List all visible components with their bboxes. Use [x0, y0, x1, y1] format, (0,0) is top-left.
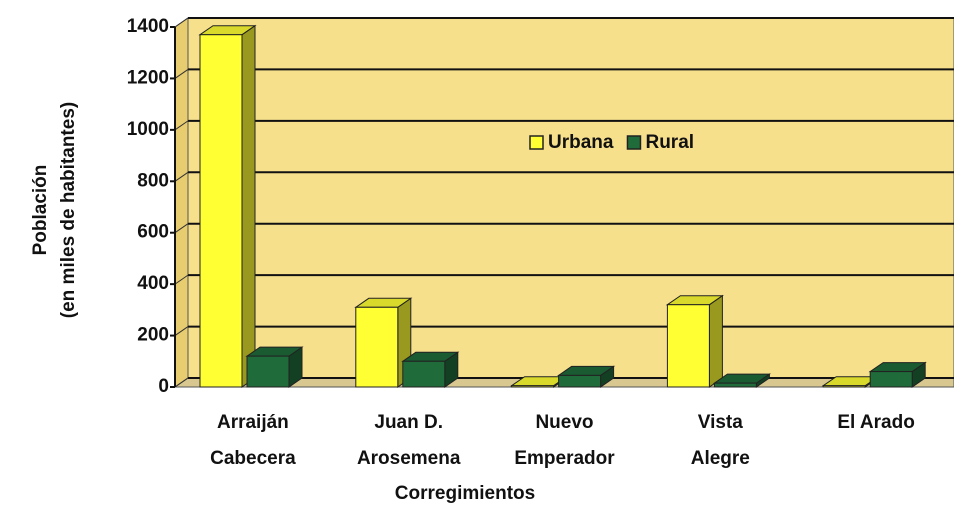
- x-tick-label-line: Arraiján: [217, 412, 289, 433]
- grid-line: [174, 69, 189, 79]
- x-tick-label-line: Alegre: [691, 448, 750, 469]
- y-axis-label-line: Población: [30, 165, 51, 256]
- legend-label: Urbana: [548, 132, 614, 153]
- bar: [558, 374, 602, 388]
- x-tick-label-line: El Arado: [837, 412, 914, 433]
- x-tick-label: Nuevo Emperador: [514, 412, 615, 469]
- bar-group: [712, 373, 772, 388]
- y-tick-label: 1000: [127, 119, 169, 140]
- bar: [199, 34, 243, 388]
- y-tick-label: 400: [137, 273, 169, 294]
- bar: [713, 382, 757, 388]
- grid-line: [174, 120, 189, 131]
- bar-group: [354, 297, 413, 388]
- grid-line: [174, 223, 189, 234]
- y-axis-label-line: (en miles de habitantes): [58, 102, 79, 318]
- grid-line: [174, 17, 189, 28]
- y-tick-label: 1400: [127, 16, 169, 37]
- x-tick-label: Vista Alegre: [691, 412, 750, 469]
- grid-line: [174, 326, 189, 336]
- bar: [402, 360, 446, 388]
- grid-line: [174, 377, 189, 388]
- bar: [246, 355, 290, 388]
- bar: [666, 304, 710, 388]
- x-tick-label: Juan D. Arosemena: [357, 412, 461, 469]
- bar-side: [708, 294, 723, 388]
- bar: [869, 371, 913, 388]
- legend-swatch: [626, 135, 642, 150]
- bar-group: [868, 361, 927, 388]
- y-tick-label: 600: [137, 222, 169, 243]
- bar: [355, 306, 399, 388]
- x-tick-label-line: Arosemena: [357, 448, 461, 469]
- grid-line: [174, 171, 189, 182]
- x-tick-label-line: Nuevo: [535, 412, 593, 433]
- legend-swatch: [529, 135, 544, 150]
- bar-group: [198, 24, 257, 388]
- x-tick-label-line: Vista: [698, 412, 744, 433]
- y-tick-label: 0: [158, 376, 169, 397]
- back-wall: [187, 17, 954, 379]
- x-tick-label: El Arado: [837, 412, 914, 433]
- grid-line: [174, 274, 189, 285]
- x-tick-label: Arraiján Cabecera: [210, 412, 296, 469]
- x-tick-label-line: Emperador: [514, 448, 615, 469]
- y-tick-label: 200: [137, 325, 169, 346]
- bar-group: [665, 294, 725, 388]
- bar: [822, 385, 866, 388]
- x-axis-label: Corregimientos: [395, 483, 535, 504]
- x-tick-label-line: Juan D.: [374, 412, 443, 433]
- bar-group: [556, 365, 616, 388]
- x-tick-label-line: Cabecera: [210, 448, 296, 469]
- bar-group: [245, 346, 304, 388]
- y-axis-label: Población (en miles de habitantes): [30, 102, 79, 318]
- bar-side: [241, 24, 256, 388]
- y-tick-label: 800: [137, 170, 169, 191]
- bar: [511, 385, 555, 388]
- legend-label: Rural: [645, 132, 694, 153]
- y-tick-label: 1200: [127, 67, 169, 88]
- bar-group: [401, 351, 460, 388]
